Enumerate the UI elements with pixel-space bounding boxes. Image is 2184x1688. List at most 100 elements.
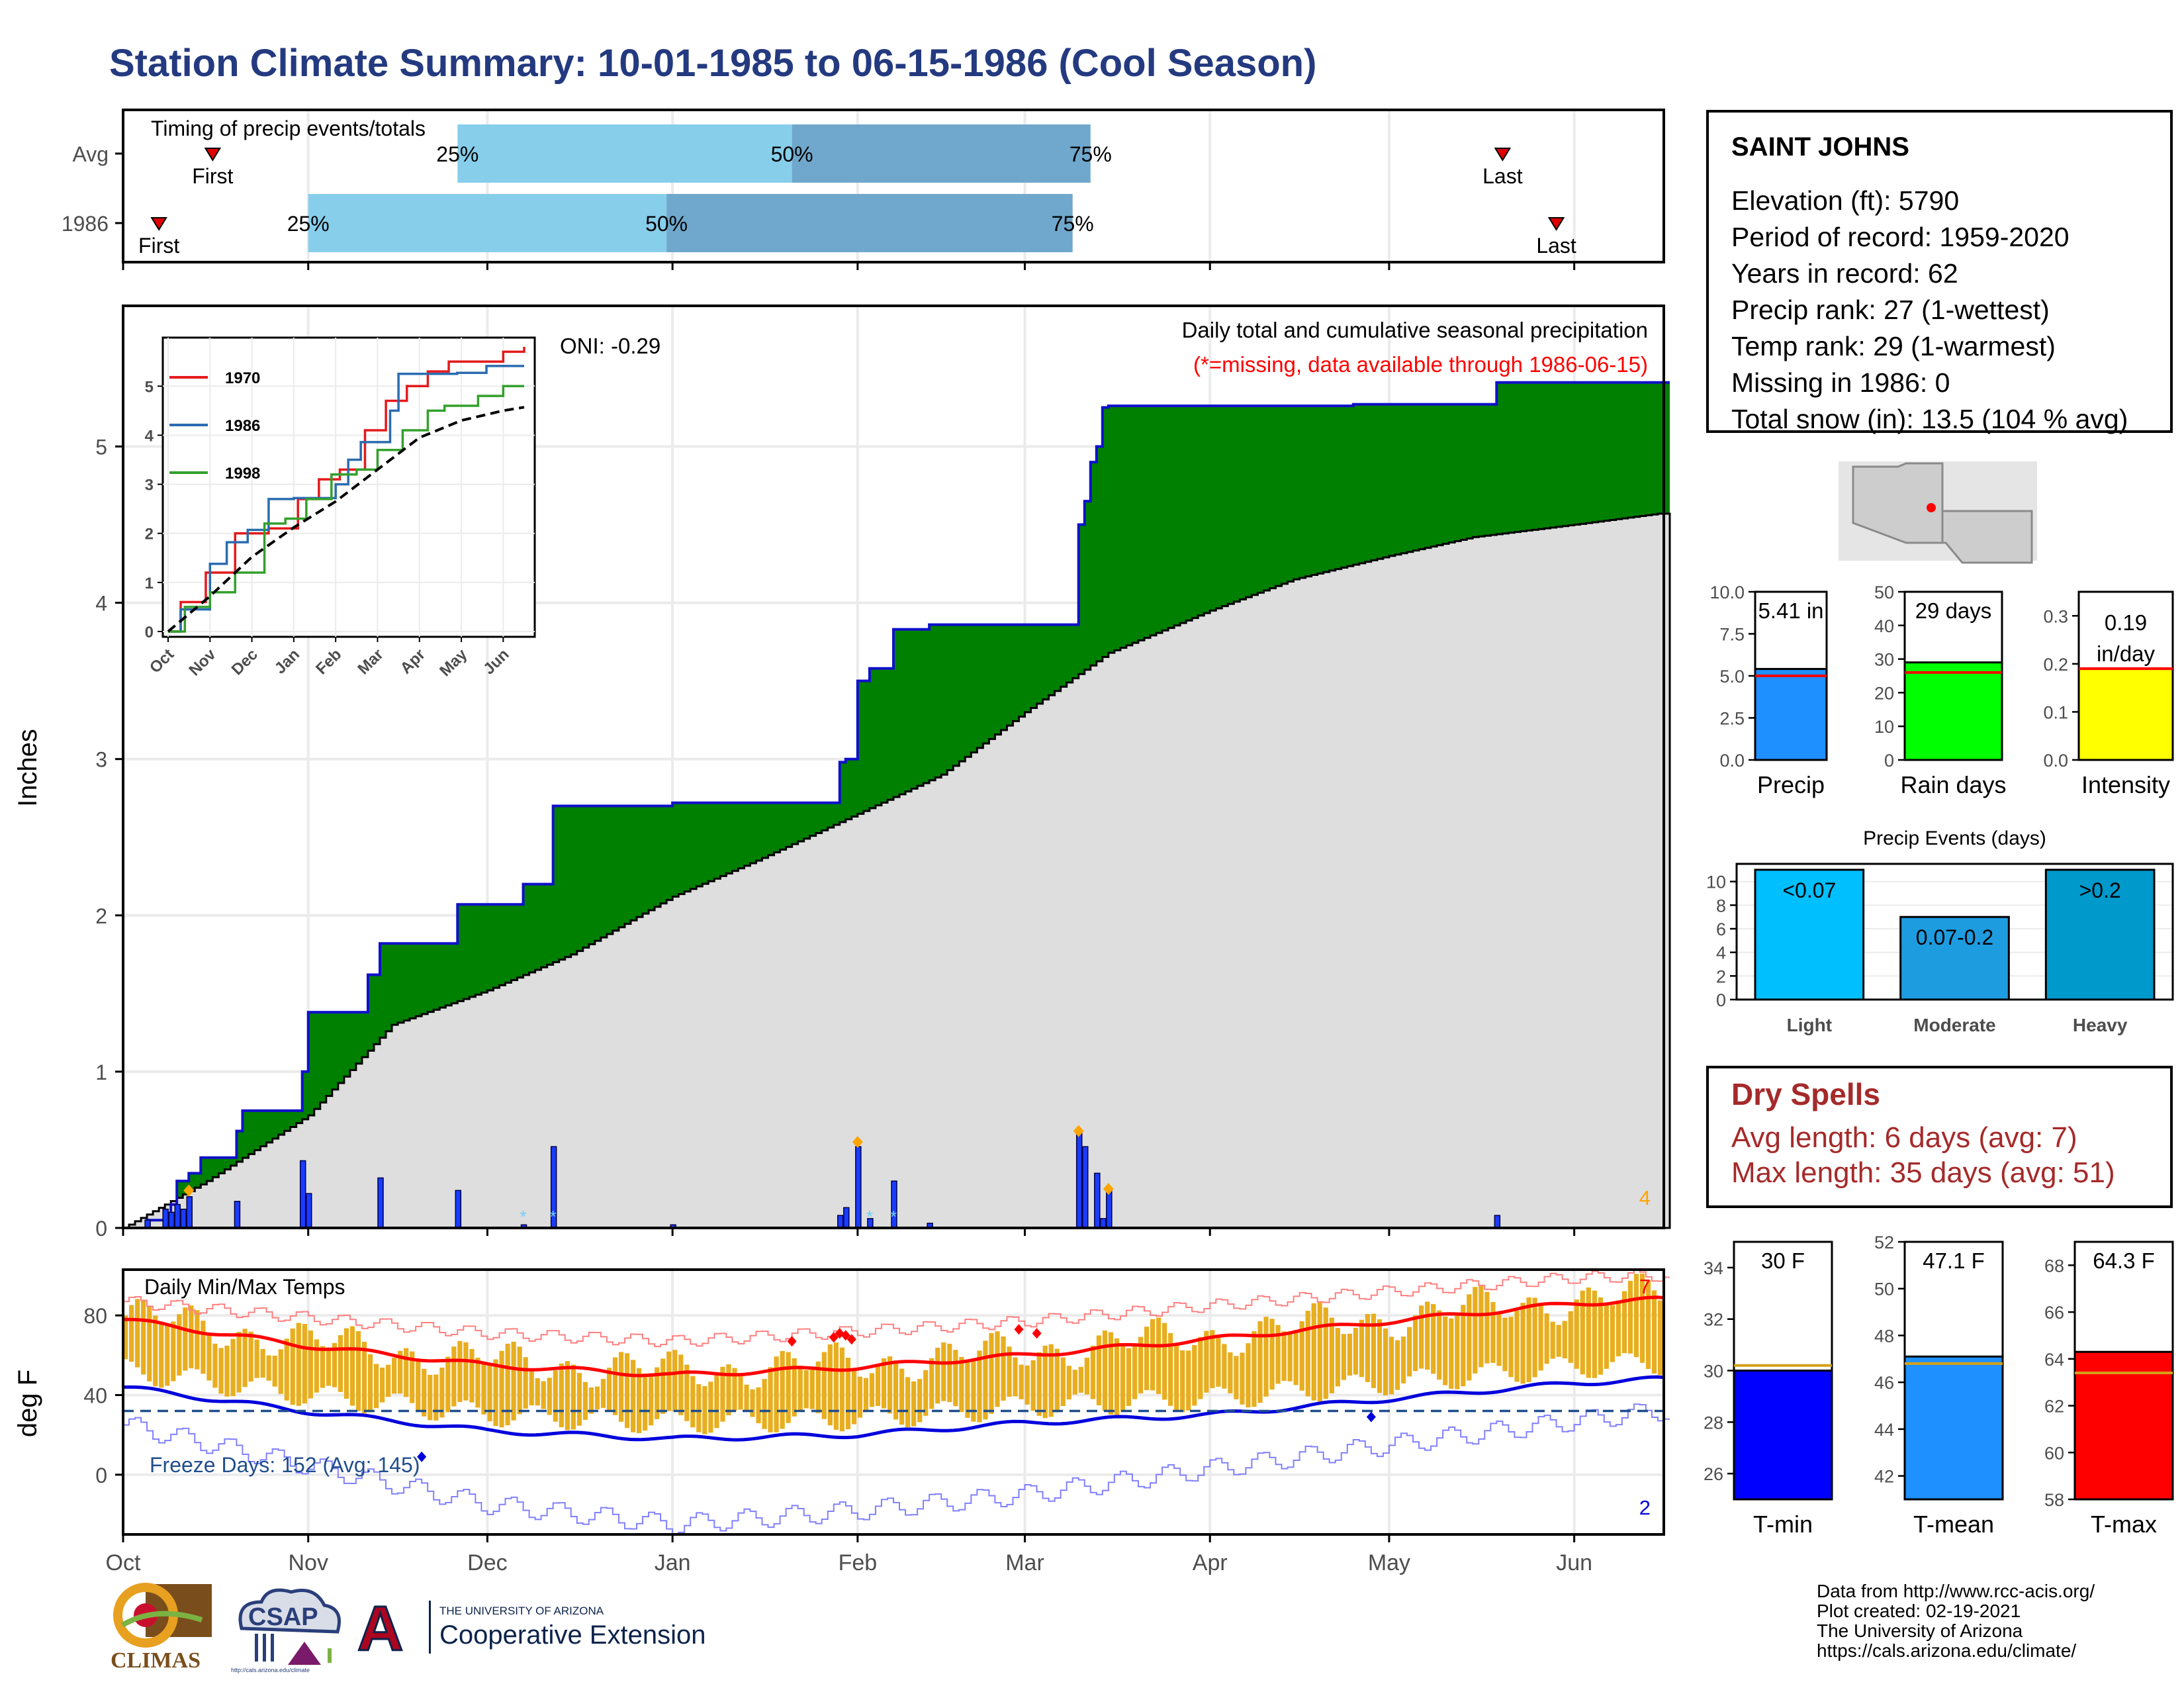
small-bar-value [1754, 668, 1828, 761]
small-bar-ytick-label: 46 [1874, 1373, 1894, 1393]
footer-plot-created: Plot created: 02-19-2021 [1817, 1601, 2021, 1621]
inset-ytick-label: 2 [145, 526, 154, 543]
daily-temp-bar [1126, 1348, 1132, 1406]
daily-temp-bar [1490, 1301, 1496, 1363]
daily-temp-bar [517, 1346, 522, 1415]
daily-temp-bar [1072, 1370, 1077, 1395]
normal-cumulative-area [123, 512, 1671, 1229]
daily-temp-bar [929, 1358, 934, 1409]
daily-temp-bar [349, 1326, 355, 1406]
daily-temp-bar [541, 1381, 546, 1409]
precip-corner-count: 4 [1639, 1186, 1651, 1209]
daily-temp-bar [935, 1347, 940, 1404]
timing-last-marker-label: Last [1536, 234, 1576, 258]
daily-temp-bar [899, 1368, 905, 1425]
daily-temp-bar [643, 1373, 648, 1431]
daily-temp-bar [439, 1367, 445, 1418]
daily-temp-bar [1311, 1303, 1316, 1401]
daily-temp-bar [1102, 1331, 1108, 1411]
small-bar-value [1903, 661, 2003, 761]
daily-temp-bar [923, 1370, 929, 1416]
daily-temp-bar [129, 1305, 134, 1362]
dry-spells-avg: Avg length: 6 days (avg: 7) [1731, 1121, 2077, 1154]
daily-temp-bar [839, 1347, 845, 1432]
csap-logo-url: http://cals.arizona.edu/climate [231, 1667, 310, 1673]
oni-annotation: ONI: -0.29 [560, 334, 660, 358]
temp-ytick-label: 0 [95, 1464, 107, 1487]
daily-temp-bar [1496, 1311, 1502, 1366]
daily-temp-bar [1520, 1303, 1525, 1384]
small-bar-ytick-label: 50 [1874, 583, 1894, 602]
precip-ytick-label: 0 [95, 1217, 107, 1241]
daily-temp-bar [576, 1373, 582, 1426]
small-bar-ytick-label: 0.3 [2043, 606, 2068, 626]
record-high-marker [1032, 1328, 1042, 1339]
daily-temp-bar [732, 1368, 737, 1411]
daily-precip-bar [1094, 1172, 1101, 1229]
daily-temp-bar [1317, 1301, 1322, 1402]
climas-logo-mark [113, 1583, 212, 1648]
temp-frame [122, 1268, 1665, 1536]
daily-temp-bar [1621, 1291, 1627, 1354]
month-tick-label: Dec [467, 1550, 507, 1575]
timing-q50-label: 50% [771, 142, 813, 166]
daily-temp-bar [726, 1364, 731, 1416]
daily-temp-bar [410, 1351, 415, 1403]
daily-temp-bar [1162, 1323, 1167, 1400]
small-bar-value-label: 64.3 F [2093, 1248, 2155, 1273]
daily-temp-bar [523, 1357, 528, 1409]
daily-temp-bar [696, 1383, 702, 1432]
daily-temp-bar [947, 1343, 952, 1403]
daily-temp-bar [678, 1354, 684, 1415]
timing-q25-label: 25% [287, 212, 330, 236]
daily-temp-bar [189, 1305, 194, 1369]
daily-temp-bar [1377, 1319, 1383, 1393]
month-tick-label: Apr [1193, 1550, 1228, 1575]
daily-precip-bar [180, 1208, 187, 1229]
daily-temp-bar [1287, 1333, 1293, 1382]
daily-precip-bar [234, 1201, 241, 1229]
daily-temp-bar [302, 1323, 307, 1404]
daily-temp-bar [1335, 1327, 1340, 1387]
temp-bottom-count: 2 [1639, 1496, 1651, 1519]
temp-top-count: 7 [1639, 1275, 1651, 1298]
daily-temp-bar [827, 1344, 833, 1426]
daily-temp-bar [1604, 1303, 1609, 1369]
precip-title: Daily total and cumulative seasonal prec… [1182, 318, 1648, 342]
daily-temp-bar [433, 1374, 439, 1421]
daily-temp-bar [1479, 1286, 1484, 1368]
daily-temp-bar [1186, 1350, 1191, 1411]
event-bar-label: <0.07 [1782, 878, 1836, 902]
small-bar-ytick-label: 10.0 [1709, 583, 1745, 602]
record-daily-marker [852, 1136, 863, 1149]
daily-temp-bar [212, 1343, 218, 1388]
info-years: Years in record: 62 [1731, 258, 1958, 289]
daily-temp-bar [672, 1350, 678, 1412]
daily-temp-bar [1042, 1345, 1048, 1419]
daily-temp-bar [624, 1353, 630, 1429]
daily-temp-bar [361, 1341, 367, 1414]
daily-temp-bar [637, 1368, 642, 1434]
small-bar-value-label: 47.1 F [1923, 1248, 1985, 1273]
daily-temp-bar [1562, 1321, 1567, 1359]
daily-temp-bar [1365, 1314, 1371, 1382]
daily-temp-bar [296, 1323, 301, 1406]
daily-temp-bar [1013, 1357, 1018, 1397]
daily-temp-bar [487, 1364, 492, 1422]
csap-logo: CSAP http://cals.arizona.edu/climate [228, 1582, 347, 1681]
month-tick-label: Mar [1005, 1550, 1044, 1575]
month-tick-label: May [1368, 1550, 1410, 1575]
small-bar-ytick-label: 58 [2044, 1490, 2064, 1510]
info-precip-rank: Precip rank: 27 (1-wettest) [1731, 295, 2050, 325]
climas-logo-text: CLIMAS [111, 1648, 201, 1673]
daily-temp-bar [428, 1374, 433, 1421]
daily-temp-bar [171, 1321, 176, 1382]
daily-temp-bar [1240, 1352, 1245, 1405]
daily-temp-bar [1538, 1303, 1543, 1371]
daily-temp-bar [684, 1364, 690, 1421]
small-bar-ytick-label: 10 [1874, 717, 1894, 737]
daily-precip-bar [855, 1146, 862, 1229]
small-bar-ytick-label: 48 [1874, 1326, 1894, 1346]
